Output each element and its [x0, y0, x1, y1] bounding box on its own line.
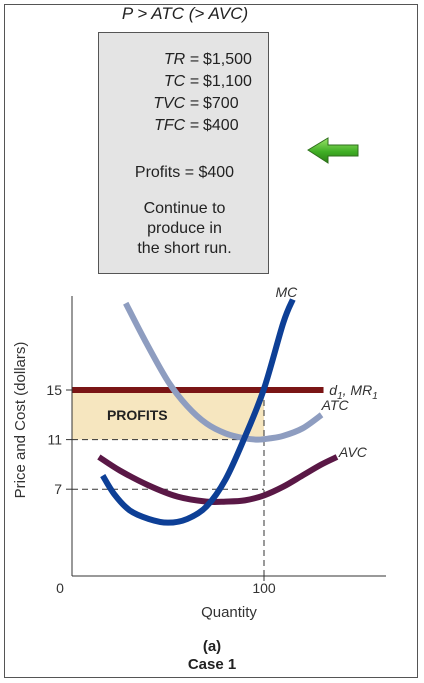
profit-region — [72, 390, 264, 440]
summary-box: TR = $1,500 TC = $1,100 TVC = $700 TFC =… — [98, 32, 269, 274]
avc-curve — [97, 454, 339, 506]
y-tick-label: 7 — [54, 481, 62, 497]
advice-text: Continue to produce in the short run. — [99, 199, 270, 259]
tc-value: $1,100 — [203, 73, 252, 90]
case-label: Case 1 — [187, 656, 237, 673]
demand-mr-label: d1, MR1 — [329, 382, 377, 402]
tc-label: TC = — [163, 73, 199, 90]
advice-line: the short run. — [137, 240, 232, 257]
advice-line: Continue to — [143, 200, 226, 217]
figure-heading: P > ATC (> AVC) — [121, 4, 249, 23]
tfc-value: $400 — [203, 117, 239, 134]
x-tick-label: 0 — [56, 580, 64, 596]
tr-value: $1,500 — [203, 51, 252, 68]
tr-label: TR = — [163, 51, 199, 68]
y-tick-label: 15 — [46, 382, 62, 398]
x-tick-label: 100 — [252, 580, 276, 596]
x-axis-title: Quantity — [201, 604, 257, 621]
atc-curve — [123, 301, 324, 443]
advice-line: produce in — [147, 220, 222, 237]
atc-label: ATC — [321, 397, 350, 413]
profit-region-label: PROFITS — [107, 407, 168, 423]
panel-label: (a) — [202, 638, 222, 655]
mc-curve — [100, 298, 296, 526]
tvc-label: TVC = — [153, 95, 199, 112]
mc-label: MC — [276, 284, 299, 300]
y-axis-title: Price and Cost (dollars) — [12, 342, 29, 499]
avc-label: AVC — [338, 444, 368, 460]
tvc-value: $700 — [203, 95, 239, 112]
green-left-arrow-icon — [307, 137, 359, 164]
tfc-label: TFC = — [154, 117, 199, 134]
y-tick-label: 11 — [47, 432, 62, 448]
profits-text: Profits = $400 — [134, 164, 235, 181]
